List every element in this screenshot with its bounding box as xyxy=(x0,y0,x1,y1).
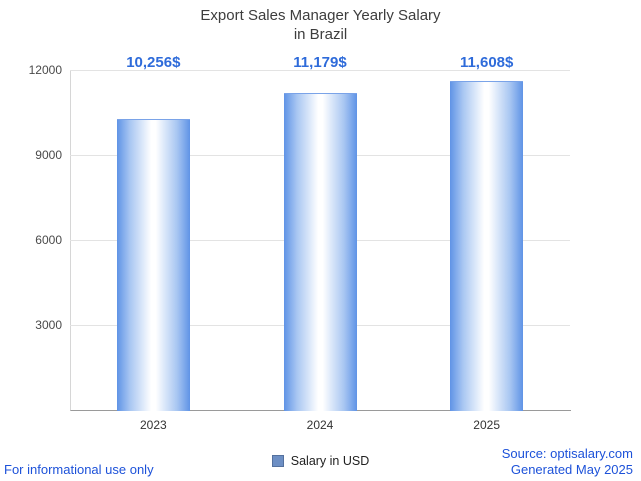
bar-value-label-2024: 11,179$ xyxy=(293,54,347,71)
disclaimer-text: For informational use only xyxy=(4,462,154,477)
gridline-12000 xyxy=(70,70,570,71)
x-tick-label-2025: 2025 xyxy=(473,418,500,432)
source-link[interactable]: Source: optisalary.com xyxy=(501,446,633,462)
bar-value-label-2023: 10,256$ xyxy=(126,54,181,71)
footer-source-block: Source: optisalary.com Generated May 202… xyxy=(502,446,633,478)
bar-2023[interactable] xyxy=(116,119,190,411)
legend-swatch-icon xyxy=(271,455,284,467)
y-tick-label-12000: 12000 xyxy=(28,63,62,77)
bar-2024[interactable] xyxy=(283,93,357,411)
x-tick-label-2024: 2024 xyxy=(306,418,334,432)
bar-value-label-2025: 11,608$ xyxy=(459,54,514,71)
chart-title-line2: in Brazil xyxy=(293,25,348,43)
y-tick-label-3000: 3000 xyxy=(35,318,62,332)
chart-title-line1: Export Sales Manager Yearly Salary xyxy=(200,7,441,24)
generated-date: Generated May 2025 xyxy=(510,462,633,478)
legend: Salary in USD xyxy=(0,454,641,468)
y-tick-label-9000: 9000 xyxy=(35,148,62,162)
bar-2025[interactable] xyxy=(450,81,524,411)
legend-label: Salary in USD xyxy=(290,454,370,468)
x-tick-label-2023: 2023 xyxy=(139,418,167,432)
y-tick-label-6000: 6000 xyxy=(35,233,62,247)
chart-title: Export Sales Manager Yearly Salary in Br… xyxy=(0,7,641,45)
